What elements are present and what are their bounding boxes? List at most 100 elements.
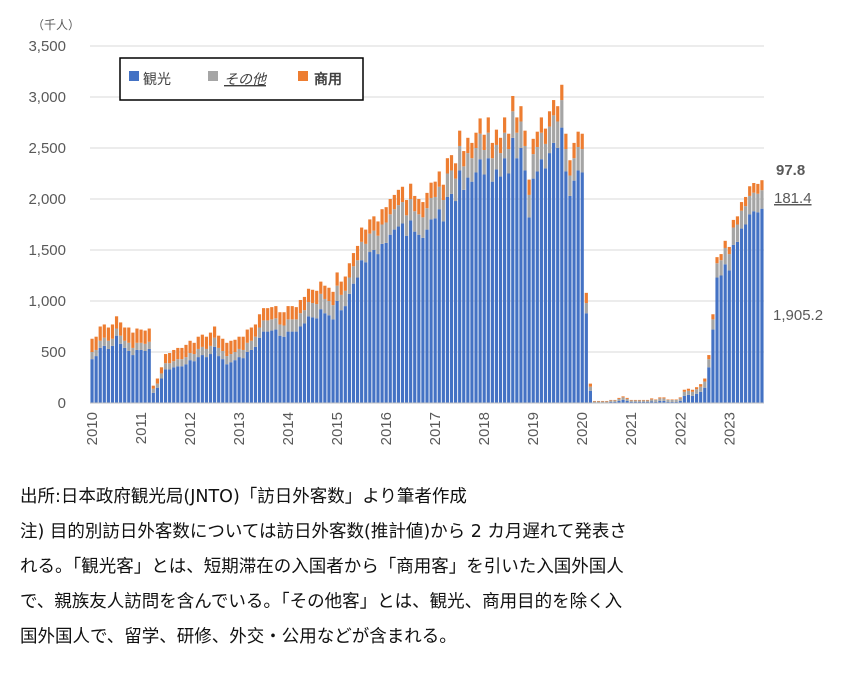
- bar-segment-kanko: [727, 270, 731, 403]
- bar-segment-sonota: [364, 243, 368, 263]
- bar-segment-kanko: [413, 231, 417, 403]
- bar-segment-kanko: [474, 172, 478, 403]
- bar-segment-kanko: [229, 362, 233, 403]
- y-tick-label: 500: [41, 344, 66, 361]
- bar-segment-kanko: [547, 153, 552, 403]
- bar-segment-shoyo: [445, 158, 450, 174]
- bar-segment-sonota: [723, 247, 727, 265]
- bar-segment-sonota: [605, 401, 609, 403]
- bar-segment-sonota: [143, 343, 147, 351]
- y-tick-label: 0: [58, 395, 66, 412]
- bar-segment-shoyo: [127, 327, 131, 343]
- end-label-shoyo: 97.8: [776, 162, 805, 179]
- bar-segment-sonota: [237, 348, 241, 358]
- bar-segment-kanko: [163, 369, 168, 403]
- bar-segment-sonota: [686, 390, 691, 395]
- bar-segment-kanko: [588, 390, 592, 403]
- bar-segment-shoyo: [731, 219, 735, 228]
- bar-segment-kanko: [409, 220, 413, 403]
- bar-segment-kanko: [735, 241, 740, 403]
- bar-segment-sonota: [409, 199, 413, 221]
- bar-segment-kanko: [335, 301, 339, 403]
- bar-segment-sonota: [458, 145, 462, 171]
- bar-segment-sonota: [678, 398, 682, 401]
- bar-segment-kanko: [286, 331, 290, 403]
- bar-segment-kanko: [580, 172, 584, 403]
- bar-segment-shoyo: [257, 314, 262, 328]
- bar-segment-sonota: [319, 293, 323, 310]
- bar-segment-sonota: [396, 205, 400, 227]
- bar-segment-kanko: [613, 401, 617, 403]
- bar-segment-sonota: [470, 158, 474, 182]
- bar-segment-shoyo: [727, 246, 731, 255]
- bar-segment-kanko: [609, 401, 613, 403]
- bar-segment-shoyo: [682, 389, 686, 392]
- bar-segment-kanko: [196, 357, 200, 403]
- bar-segment-shoyo: [560, 84, 564, 101]
- bar-segment-shoyo: [110, 324, 115, 339]
- bar-segment-shoyo: [474, 132, 478, 148]
- bar-segment-shoyo: [658, 397, 662, 399]
- bar-segment-sonota: [327, 301, 331, 316]
- bar-segment-sonota: [744, 206, 748, 225]
- bar-segment-shoyo: [739, 202, 744, 211]
- bar-segment-sonota: [580, 149, 584, 173]
- y-tick-label: 3,000: [28, 89, 66, 106]
- bar-segment-sonota: [609, 400, 613, 402]
- bar-segment-sonota: [192, 354, 196, 362]
- bar-segment-kanko: [752, 211, 756, 403]
- bar-segment-sonota: [482, 150, 486, 175]
- bar-segment-sonota: [106, 340, 110, 349]
- bar-segment-sonota: [384, 222, 388, 243]
- bar-segment-kanko: [556, 148, 560, 403]
- bar-segment-sonota: [233, 352, 237, 361]
- bar-segment-shoyo: [678, 397, 682, 399]
- bar-segment-sonota: [568, 175, 572, 196]
- bar-segment-shoyo: [425, 192, 429, 209]
- bar-segment-kanko: [641, 401, 646, 403]
- bar-segment-kanko: [327, 315, 331, 403]
- bar-segment-kanko: [400, 223, 405, 403]
- bar-segment-sonota: [155, 383, 159, 388]
- bar-segment-kanko: [233, 360, 237, 403]
- x-tick-label: 2023: [721, 412, 738, 445]
- bar-segment-sonota: [323, 298, 327, 314]
- x-tick-label: 2022: [672, 412, 689, 445]
- bar-segment-shoyo: [503, 117, 507, 133]
- bar-segment-kanko: [360, 260, 364, 403]
- bar-segment-shoyo: [262, 308, 266, 321]
- bar-segment-kanko: [731, 244, 735, 403]
- bar-segment-kanko: [715, 277, 719, 403]
- bar-segment-sonota: [531, 154, 535, 179]
- bar-segment-shoyo: [421, 202, 425, 218]
- bar-segment-sonota: [119, 335, 123, 344]
- bar-segment-sonota: [756, 193, 760, 213]
- bar-segment-kanko: [135, 349, 139, 403]
- bar-segment-kanko: [482, 174, 486, 403]
- bar-segment-kanko: [678, 400, 682, 403]
- bar-segment-kanko: [507, 173, 511, 403]
- bar-segment-kanko: [503, 158, 507, 403]
- bar-segment-shoyo: [200, 334, 204, 347]
- bar-segment-shoyo: [417, 199, 421, 215]
- bar-segment-sonota: [690, 391, 695, 396]
- bar-segment-shoyo: [217, 335, 221, 348]
- bar-segment-sonota: [535, 146, 539, 172]
- bar-segment-shoyo: [588, 383, 592, 387]
- bar-segment-kanko: [662, 400, 666, 403]
- bar-segment-kanko: [90, 359, 94, 403]
- bar-segment-shoyo: [123, 327, 127, 341]
- note-line-3: で、親族友人訪問を含んでいる。「その他客」とは、観光、商用目的を除く入: [20, 592, 623, 612]
- bar-segment-sonota: [682, 391, 686, 396]
- bar-segment-kanko: [404, 235, 409, 403]
- bar-segment-sonota: [539, 132, 543, 160]
- bar-segment-shoyo: [343, 276, 347, 291]
- bar-segment-kanko: [208, 354, 213, 403]
- bar-segment-sonota: [474, 148, 478, 173]
- bar-segment-kanko: [392, 229, 396, 403]
- bar-segment-kanko: [527, 217, 531, 403]
- x-tick-label: 2017: [427, 412, 444, 445]
- bar-segment-shoyo: [564, 133, 568, 150]
- bar-segment-sonota: [441, 200, 445, 222]
- bar-segment-kanko: [429, 219, 433, 403]
